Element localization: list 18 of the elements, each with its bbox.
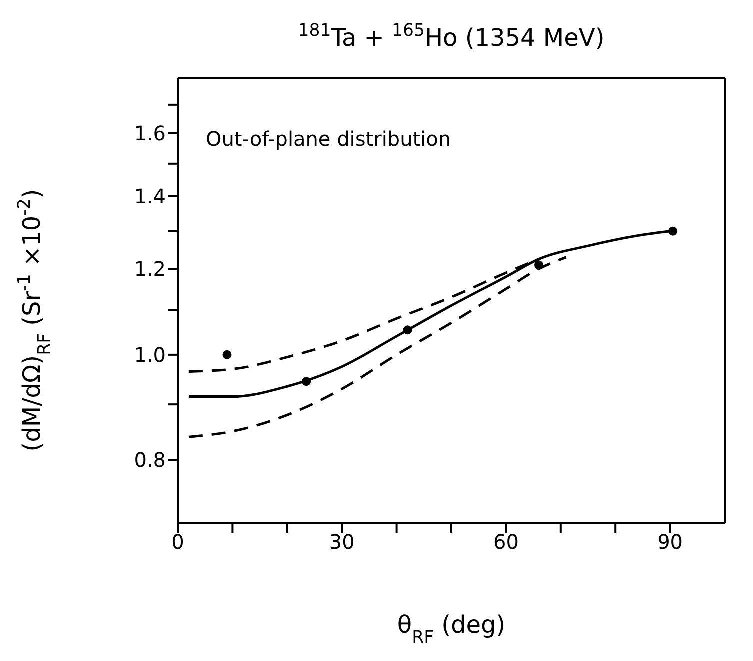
y-tick-label: 1.2 [134,257,166,282]
y-tick-label: 1.0 [134,343,166,368]
line-series [188,256,568,438]
x-tick-label: 90 [658,530,684,554]
point [222,350,232,360]
x-tick-label: 30 [329,530,355,554]
point [302,377,312,386]
point [668,226,678,236]
point [534,260,544,270]
y-tick-label: 0.8 [134,448,166,472]
x-axis-title: θ$_{RF}$ (deg) [397,611,506,648]
point [403,326,412,335]
x-tick-label: 60 [493,530,519,554]
chart-title: $^{181}$Ta + $^{165}$Ho (1354 MeV) [298,21,605,52]
y-tick-label: 1.6 [134,122,166,146]
y-tick-label: 1.4 [134,184,166,209]
annotation: Out-of-plane distribution [206,127,452,151]
x-tick-label: 0 [172,530,184,554]
